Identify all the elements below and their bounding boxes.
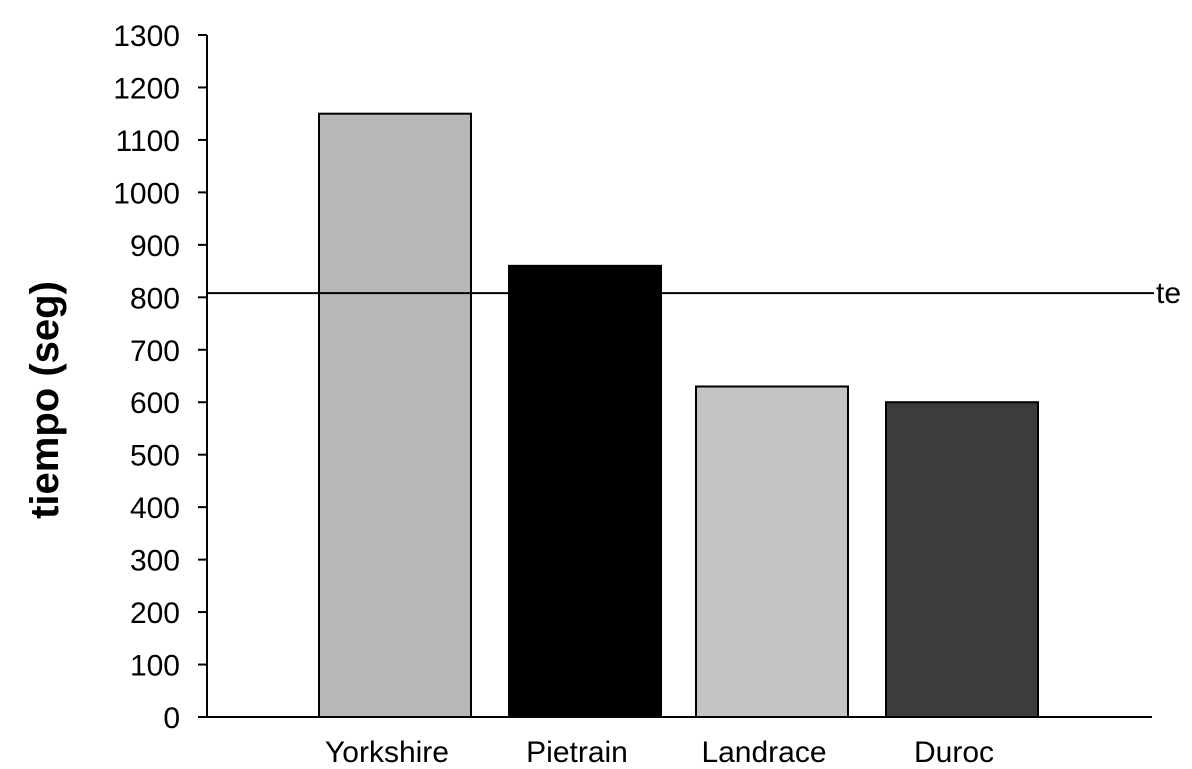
y-tick-label: 0 xyxy=(163,702,180,735)
y-tick-label: 600 xyxy=(130,387,180,420)
y-tick-label: 100 xyxy=(130,650,180,683)
y-tick-label: 800 xyxy=(130,282,180,315)
reference-line-label: te xyxy=(1156,277,1181,310)
category-labels: Yorkshire Pietrain Landrace Duroc xyxy=(325,736,994,769)
y-axis-title: tiempo (seg) xyxy=(23,281,67,519)
y-tick-label: 1200 xyxy=(113,72,180,105)
bar-yorkshire xyxy=(318,112,472,718)
y-tick-label: 500 xyxy=(130,440,180,473)
y-tick-label: 200 xyxy=(130,597,180,630)
bar-duroc xyxy=(885,401,1039,718)
y-tick-label: 1000 xyxy=(113,177,180,210)
bars xyxy=(318,112,1039,718)
y-tick-label: 1300 xyxy=(113,20,180,53)
bar-pietrain xyxy=(508,264,662,718)
category-label-landrace: Landrace xyxy=(701,736,826,769)
category-label-yorkshire: Yorkshire xyxy=(325,736,449,769)
y-tick-label: 700 xyxy=(130,335,180,368)
y-tick-label: 400 xyxy=(130,492,180,525)
bar-landrace xyxy=(695,385,849,718)
y-tick-label: 900 xyxy=(130,230,180,263)
category-label-pietrain: Pietrain xyxy=(526,736,628,769)
y-axis-ticks: 0 100 200 300 400 500 600 700 800 900 1000 1100 1200… xyxy=(113,20,207,735)
y-tick-label: 1100 xyxy=(115,125,180,158)
y-tick-label: 300 xyxy=(130,545,180,578)
category-label-duroc: Duroc xyxy=(914,736,994,769)
